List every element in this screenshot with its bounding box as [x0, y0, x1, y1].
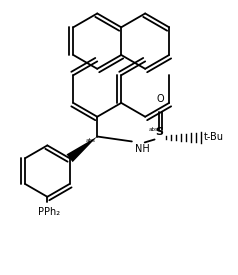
- Text: abs: abs: [85, 139, 95, 144]
- Text: t-Bu: t-Bu: [204, 133, 224, 142]
- Text: NH: NH: [135, 144, 149, 155]
- Text: S: S: [155, 128, 164, 138]
- Text: abs: abs: [149, 126, 159, 131]
- Text: O: O: [157, 94, 164, 104]
- Text: PPh₂: PPh₂: [38, 207, 60, 217]
- Polygon shape: [67, 136, 97, 162]
